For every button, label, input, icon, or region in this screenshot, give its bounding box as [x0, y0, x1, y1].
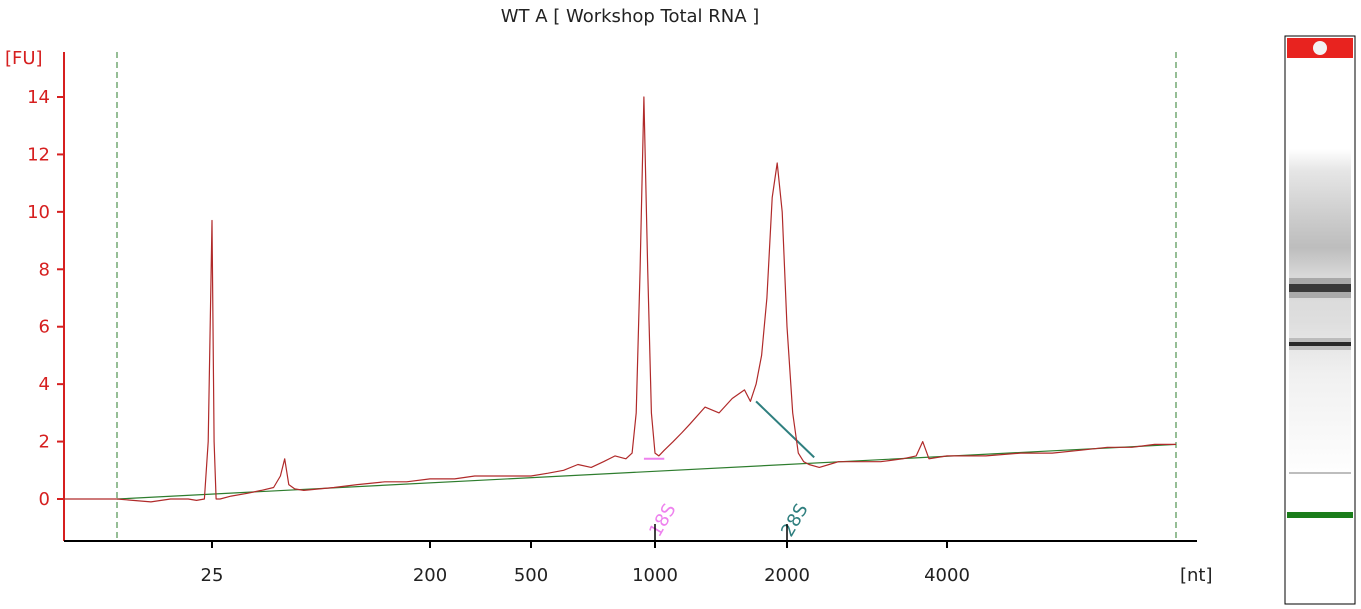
plot-area: [FU] [nt] 0 2 4 6 8 10 12 14 25 200 500 1000 2000 40…	[5, 48, 1213, 586]
marker-lines	[116, 52, 1177, 541]
x-axis-label: [nt]	[1180, 565, 1213, 586]
gel-band-28s	[1289, 284, 1351, 292]
gel-band-small	[1289, 472, 1351, 474]
y-tick-label: 0	[39, 489, 50, 510]
y-tick-label: 14	[27, 87, 50, 108]
y-ticks: 0 2 4 6 8 10 12 14	[27, 87, 64, 510]
x-tick-label: 500	[514, 565, 548, 586]
y-tick-label: 6	[39, 317, 50, 338]
y-axis-label: [FU]	[5, 48, 43, 69]
y-tick-label: 2	[39, 432, 50, 453]
y-tick-label: 12	[27, 144, 50, 165]
gel-band-28s-halo	[1289, 278, 1351, 298]
baseline-line	[116, 443, 1177, 500]
x-tick-label: 1000	[632, 565, 678, 586]
y-tick-label: 10	[27, 202, 50, 223]
y-tick-label: 4	[39, 374, 50, 395]
gel-lower-marker-band	[1287, 512, 1353, 518]
peak-integration-line	[755, 400, 815, 459]
chart-title: WT A [ Workshop Total RNA ]	[501, 6, 760, 27]
x-tick-label: 200	[413, 565, 447, 586]
x-tick-label: 25	[201, 565, 224, 586]
peak-label: 28S	[777, 500, 812, 540]
x-ticks: 25 200 500 1000 2000 4000	[201, 541, 970, 586]
x-tick-label: 4000	[924, 565, 970, 586]
gel-band-18s-halo	[1289, 338, 1351, 350]
peak-label: 18S	[645, 500, 680, 540]
gel-lane	[1284, 35, 1356, 605]
x-tick-label: 2000	[764, 565, 810, 586]
series-group	[64, 96, 1176, 503]
peak-lines	[643, 400, 815, 460]
gel-marker-spot	[1313, 41, 1327, 55]
gel-smear	[1289, 128, 1351, 480]
y-tick-label: 8	[39, 259, 50, 280]
series-line	[64, 96, 1176, 503]
gel-band-18s	[1289, 342, 1351, 346]
peak-annotations: 18S 28S	[645, 500, 813, 541]
